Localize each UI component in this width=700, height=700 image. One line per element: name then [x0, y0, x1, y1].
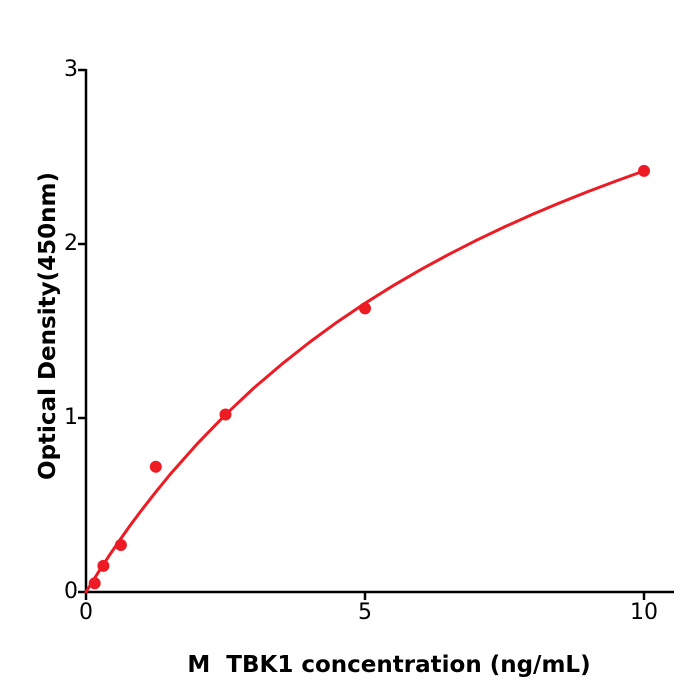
data-point — [638, 164, 650, 177]
x-tick-label: 0 — [79, 600, 93, 625]
y-tick-label: 2 — [64, 231, 78, 256]
y-tick-label: 3 — [64, 57, 78, 82]
x-axis-title: M TBK1 concentration (ng/mL) — [187, 652, 591, 678]
y-tick-label: 1 — [64, 405, 78, 430]
data-point — [88, 577, 101, 590]
data-point — [97, 559, 110, 572]
fit-curve — [84, 169, 646, 594]
axes — [84, 69, 674, 594]
x-tick-label: 10 — [630, 600, 658, 625]
data-point — [219, 408, 232, 421]
y-axis-title: Optical Density(450nm) — [35, 172, 61, 480]
data-point — [114, 539, 127, 551]
data-point — [359, 302, 371, 315]
data-point — [149, 460, 162, 473]
y-tick-label: 0 — [64, 579, 78, 604]
x-tick-label: 5 — [358, 600, 372, 625]
